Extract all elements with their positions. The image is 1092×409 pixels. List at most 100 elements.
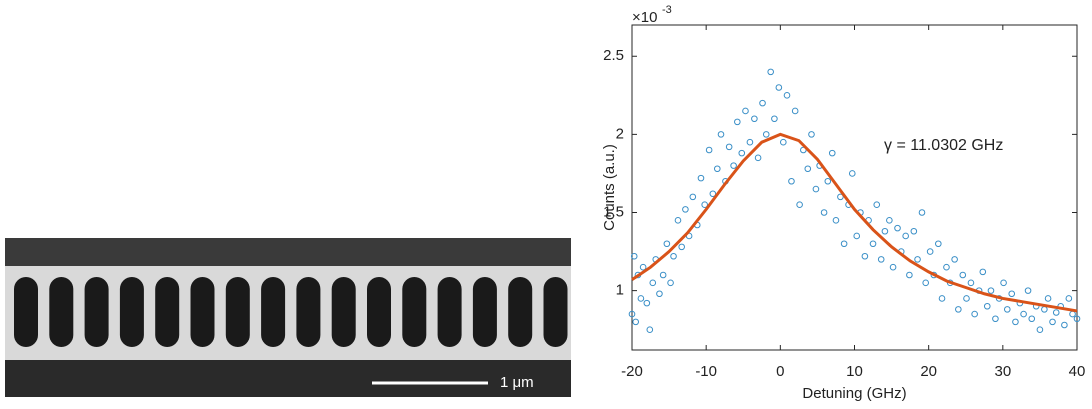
data-point: [894, 224, 901, 232]
data-point: [869, 240, 877, 248]
data-point: [1028, 315, 1036, 323]
data-point: [1003, 306, 1011, 313]
hole: [508, 277, 533, 347]
hole: [14, 277, 38, 347]
data-point: [804, 165, 812, 173]
data-point: [1020, 310, 1027, 318]
scale-bar-label: 1 μm: [500, 374, 534, 391]
data-point: [873, 201, 881, 208]
data-point: [1044, 295, 1052, 302]
plot: -20 -10 0 10 20 30 40 1 1.5 2 2.5 Detuning (GHz) Cou…: [601, 4, 1085, 402]
data-point: [709, 190, 717, 198]
data-point: [788, 177, 795, 185]
data-point: [1036, 326, 1044, 333]
data-point: [670, 252, 677, 260]
data-point: [1000, 279, 1007, 287]
data-point: [832, 217, 840, 224]
data-point: [674, 217, 682, 224]
data-point: [759, 99, 766, 107]
data-point: [955, 306, 962, 313]
data-point: [963, 295, 970, 302]
data-point: [886, 217, 893, 224]
data-point: [667, 279, 674, 287]
hole: [49, 277, 74, 347]
data-point: [1065, 295, 1073, 302]
hole: [190, 277, 215, 347]
data-point: [951, 256, 958, 263]
data-point: [1061, 321, 1068, 329]
data-point: [943, 263, 950, 271]
data-point: [659, 271, 667, 279]
data-point: [828, 149, 836, 157]
data-point: [630, 252, 638, 260]
data-point: [762, 131, 770, 138]
data-point: [649, 279, 657, 287]
data-point: [853, 232, 861, 240]
x-tick-label: 0: [776, 363, 784, 380]
y-tick-label: 1: [616, 282, 624, 299]
data-point: [902, 232, 909, 240]
data-point: [775, 84, 783, 91]
data-point: [767, 68, 774, 76]
data-point: [926, 248, 934, 255]
x-tick-label: 20: [920, 363, 937, 380]
data-point: [639, 263, 647, 271]
data-point: [663, 240, 671, 248]
data-point: [780, 138, 787, 146]
data-point: [730, 162, 737, 169]
data-point: [914, 256, 921, 263]
data-point: [938, 295, 946, 302]
data-point: [713, 165, 721, 173]
data-point: [705, 146, 713, 154]
data-point: [837, 193, 844, 201]
hole: [296, 277, 321, 347]
annotation: γ = 11.0302 GHz: [884, 137, 1003, 154]
hole: [472, 277, 497, 347]
y-multiplier-exponent: -3: [662, 4, 672, 16]
data-point: [824, 177, 832, 185]
data-point: [848, 170, 856, 177]
x-axis-label: Detuning (GHz): [802, 385, 906, 402]
data-point: [771, 115, 778, 123]
data-point: [877, 256, 885, 263]
data-point: [918, 209, 926, 216]
hole: [367, 277, 391, 347]
data-point: [812, 185, 820, 193]
y-tick-label: 2: [616, 125, 624, 142]
y-tick-label: 1.5: [603, 203, 624, 220]
y-axis-label: Counts (a.u.): [601, 144, 618, 231]
data-point: [840, 240, 848, 248]
data-point: [987, 287, 995, 294]
data-point: [808, 131, 815, 138]
data-point: [734, 118, 741, 126]
y-tick-label: 2.5: [603, 47, 624, 64]
x-tick-label: 30: [994, 363, 1011, 380]
data-point: [754, 154, 762, 162]
hole: [331, 277, 356, 347]
x-tick-label: 10: [846, 363, 863, 380]
data-point: [1041, 306, 1048, 313]
hole: [119, 277, 144, 347]
hole: [155, 277, 180, 347]
data-point: [632, 318, 640, 326]
y-multiplier-base: ×10: [632, 9, 657, 26]
data-point: [725, 143, 733, 151]
hole: [437, 277, 462, 347]
data-point: [979, 268, 987, 276]
x-tick-label: -20: [621, 363, 643, 380]
data-point: [1052, 309, 1060, 316]
data-point: [992, 315, 999, 323]
data-point: [746, 138, 754, 146]
data-point: [983, 302, 991, 310]
data-point: [906, 271, 913, 279]
data-point: [689, 193, 697, 201]
data-point: [796, 201, 803, 208]
data-point: [717, 131, 725, 138]
data-point: [971, 310, 978, 318]
data-point: [910, 227, 918, 235]
data-point: [682, 206, 689, 213]
hole: [261, 277, 286, 347]
data-point: [751, 115, 758, 123]
data-point: [935, 240, 942, 248]
